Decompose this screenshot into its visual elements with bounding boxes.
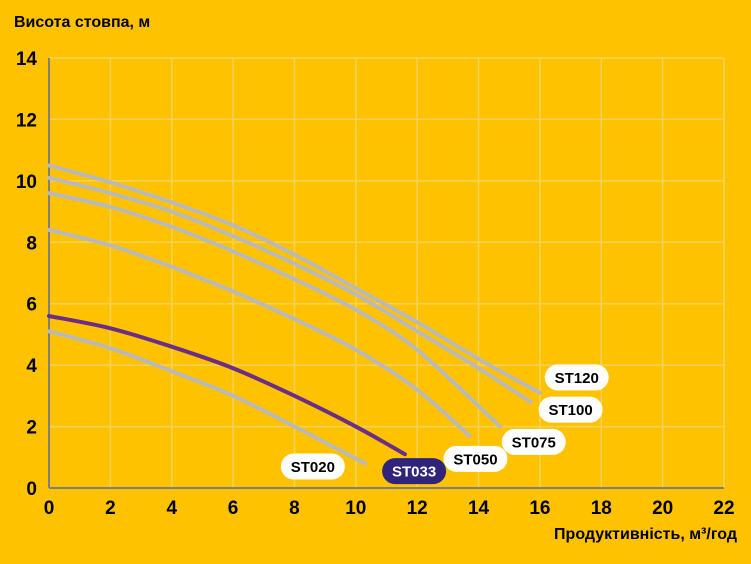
y-tick-label: 2 bbox=[26, 418, 37, 439]
series-label-st120: ST120 bbox=[544, 364, 609, 391]
y-tick-label: 6 bbox=[26, 295, 37, 316]
y-axis-title: Висота стовпа, м bbox=[14, 14, 151, 31]
series-label-st075: ST075 bbox=[501, 428, 566, 455]
series-label-text: ST050 bbox=[453, 451, 497, 468]
y-tick-label: 14 bbox=[16, 49, 38, 70]
y-tick-label: 8 bbox=[26, 233, 37, 254]
series-line-st033 bbox=[47, 314, 407, 457]
series-label-st020: ST020 bbox=[280, 453, 345, 480]
x-tick-label: 22 bbox=[713, 498, 734, 519]
series-label-st033: ST033 bbox=[382, 458, 447, 485]
x-tick-label: 12 bbox=[407, 498, 428, 519]
x-tick-label: 16 bbox=[529, 498, 550, 519]
series-line-st020 bbox=[47, 329, 368, 466]
y-tick-label: 10 bbox=[16, 172, 37, 193]
x-tick-label: 20 bbox=[652, 498, 673, 519]
series-label-pill bbox=[501, 428, 566, 455]
series-line-st075 bbox=[47, 191, 503, 429]
series-label-text: ST120 bbox=[555, 370, 599, 387]
y-tick-label: 0 bbox=[26, 479, 37, 500]
series-label-pill bbox=[280, 453, 345, 480]
x-tick-label: 10 bbox=[345, 498, 366, 519]
series-line-st120 bbox=[47, 163, 542, 395]
x-tick-label: 0 bbox=[44, 498, 55, 519]
x-axis-title: Продуктивність, м³/год bbox=[554, 526, 737, 543]
x-tick-label: 4 bbox=[166, 498, 177, 519]
series-label-st100: ST100 bbox=[538, 396, 603, 423]
y-tick-label: 12 bbox=[16, 110, 37, 131]
series-line-st100 bbox=[47, 175, 533, 404]
series-label-text: ST033 bbox=[392, 464, 436, 481]
series-label-text: ST075 bbox=[512, 434, 556, 451]
x-tick-label: 8 bbox=[289, 498, 300, 519]
y-tick-label: 4 bbox=[26, 356, 37, 377]
grid-lines bbox=[48, 57, 725, 489]
x-tick-label: 14 bbox=[468, 498, 490, 519]
x-tick-label: 2 bbox=[105, 498, 116, 519]
x-tick-label: 18 bbox=[591, 498, 612, 519]
series-label-text: ST020 bbox=[291, 459, 335, 476]
series-label-pill bbox=[382, 458, 447, 485]
series-label-text: ST100 bbox=[548, 402, 592, 419]
x-tick-label: 6 bbox=[228, 498, 239, 519]
series-label-pill bbox=[443, 445, 508, 472]
series-label-st050: ST050 bbox=[443, 445, 508, 472]
series-label-pill bbox=[544, 364, 609, 391]
series-label-pill bbox=[538, 396, 603, 423]
series-line-st050 bbox=[47, 228, 472, 438]
